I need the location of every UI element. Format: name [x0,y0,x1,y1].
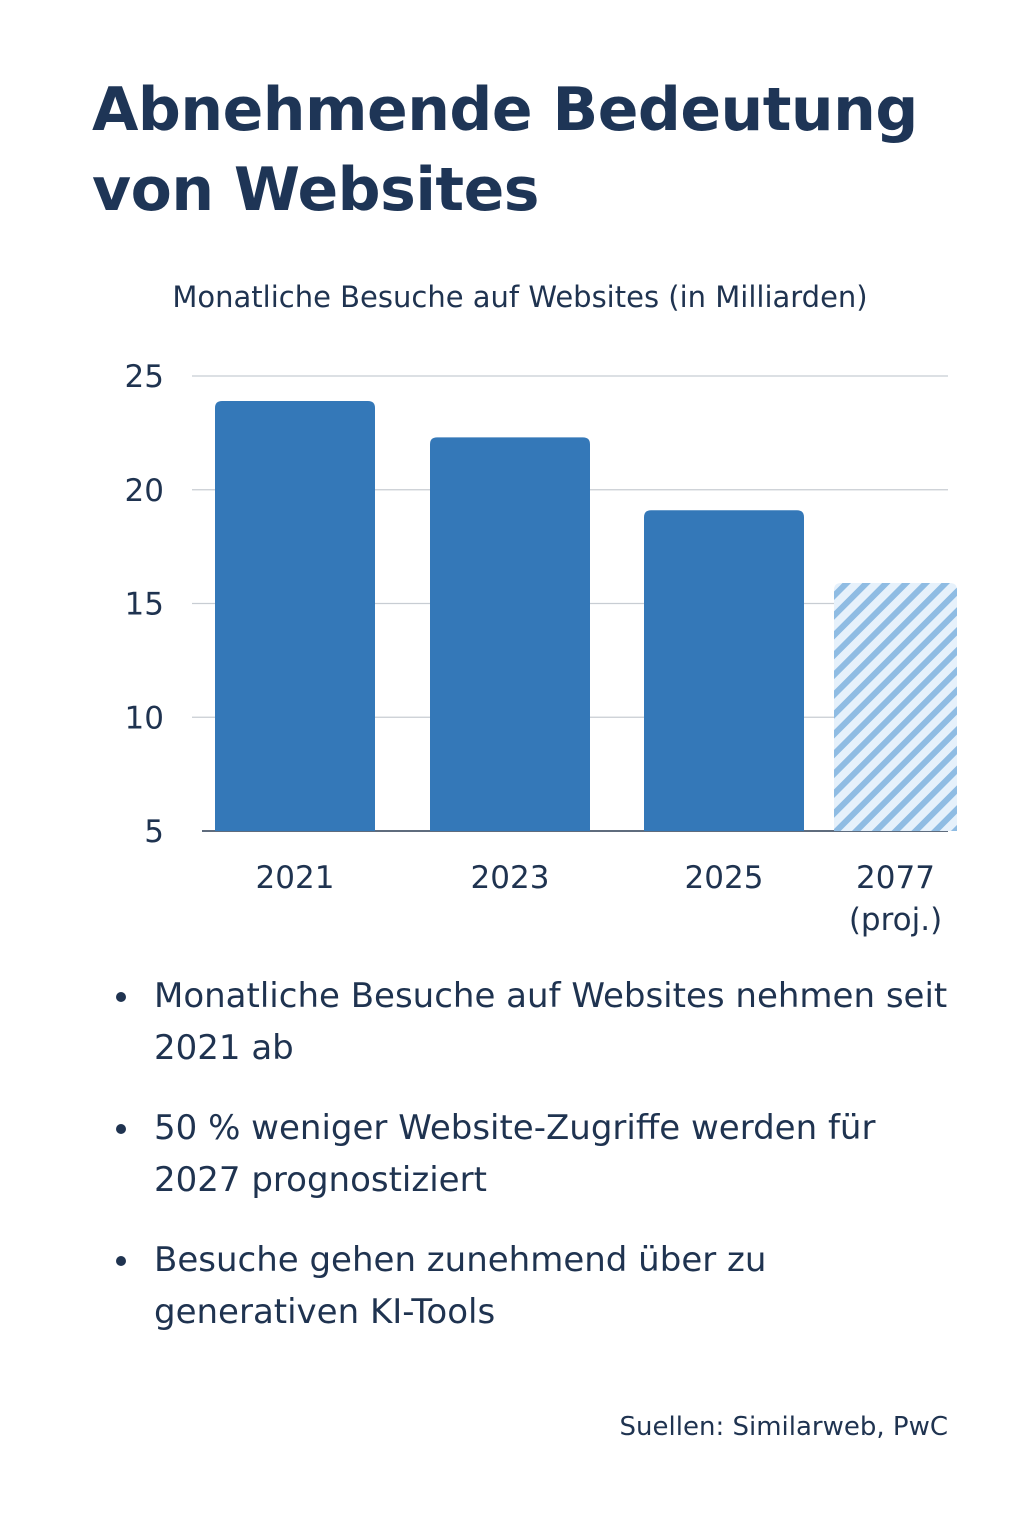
y-tick-label: 15 [125,587,164,623]
bar [430,437,590,831]
bullet-item: Besuche gehen zunehmend über zu generati… [110,1234,970,1338]
x-tick-label: 2021 [256,860,335,896]
y-axis-ticks: 5 10 15 20 25 [125,359,164,850]
chart-svg: Monatliche Besuche auf Websites (in Mill… [125,280,957,938]
bullet-text: Monatliche Besuche auf Websites nehmen s… [154,976,948,1068]
title-line-1: Abnehmende Bedeutung [92,75,918,145]
bullet-dot [116,1124,126,1134]
chart-bars [215,401,957,831]
x-tick-label: (proj.) [849,902,942,938]
bullet-text: 50 % weniger Website-Zugriffe werden für… [154,1108,876,1200]
x-tick-label: 2077 [856,860,935,896]
bullet-dot [116,1256,126,1266]
bullet-item: 50 % weniger Website-Zugriffe werden für… [110,1102,970,1206]
x-axis-ticks: 2021 2023 2025 2077 (proj.) [256,860,943,938]
source-note: Suellen: Similarweb, PwC [619,1412,948,1442]
y-tick-label: 20 [125,473,164,509]
y-tick-label: 10 [125,700,164,736]
bar [644,510,804,831]
y-tick-label: 25 [125,359,164,395]
x-tick-label: 2023 [471,860,550,896]
page-title: Abnehmende Bedeutung von Websites [92,70,972,230]
title-line-2: von Websites [92,155,540,225]
bullet-list: Monatliche Besuche auf Websites nehmen s… [110,970,970,1366]
bar-projected [834,583,957,831]
bar [215,401,375,831]
chart-title: Monatliche Besuche auf Websites (in Mill… [172,280,867,314]
x-tick-label: 2025 [685,860,764,896]
bullet-text: Besuche gehen zunehmend über zu generati… [154,1240,767,1332]
bullet-item: Monatliche Besuche auf Websites nehmen s… [110,970,970,1074]
bullet-dot [116,992,126,1002]
bar-chart: Monatliche Besuche auf Websites (in Mill… [125,280,957,938]
y-tick-label: 5 [144,814,164,850]
